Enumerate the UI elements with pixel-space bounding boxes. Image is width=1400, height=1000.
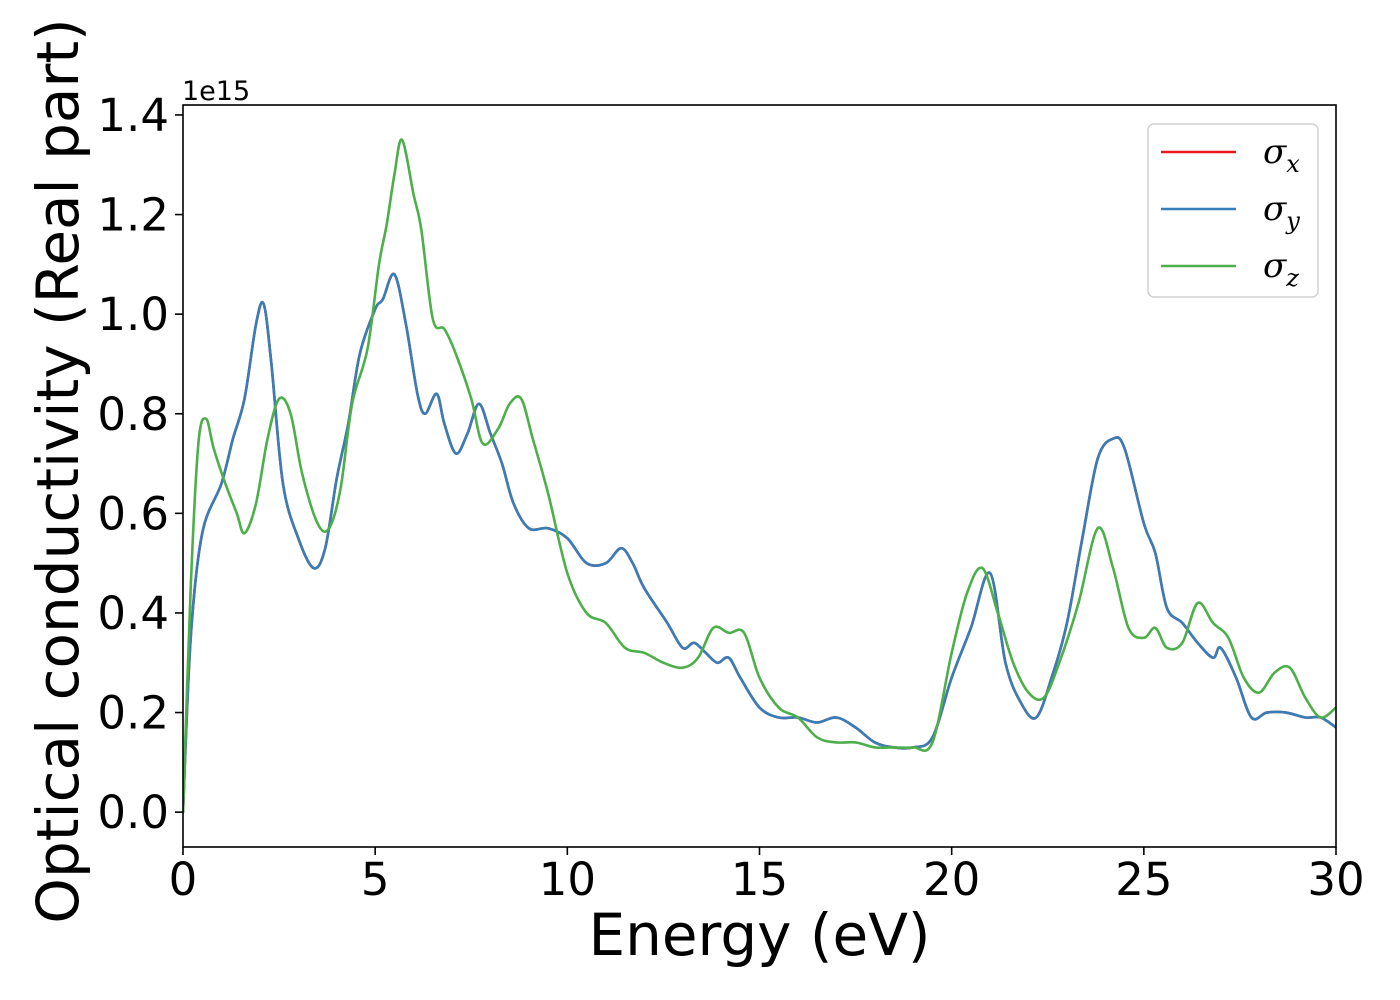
y-axis-label: Optical conductivity (Real part) bbox=[24, 18, 92, 923]
series-line-sigma-z bbox=[183, 138, 1336, 814]
y-tick-label: 1.4 bbox=[97, 89, 169, 142]
x-tick-label: 25 bbox=[1115, 853, 1172, 906]
legend: σx σy σz bbox=[1147, 123, 1319, 298]
legend-label: σx bbox=[1263, 132, 1300, 178]
y-tick-label: 0.0 bbox=[97, 786, 169, 839]
legend-label: σz bbox=[1263, 246, 1299, 292]
y-tick-label: 1.2 bbox=[97, 189, 169, 242]
y-tick-label: 0.8 bbox=[97, 388, 169, 441]
series-layer bbox=[183, 138, 1336, 814]
x-tick-label: 30 bbox=[1307, 853, 1364, 906]
legend-label: σy bbox=[1263, 189, 1300, 235]
x-tick-label: 10 bbox=[539, 853, 596, 906]
y-tick-label: 0.4 bbox=[97, 587, 169, 640]
y-axis-offset-label: 1e15 bbox=[182, 76, 250, 107]
legend-box bbox=[1147, 123, 1319, 298]
x-tick-label: 0 bbox=[169, 853, 198, 906]
x-tick-label: 5 bbox=[361, 853, 390, 906]
x-tick-label: 15 bbox=[731, 853, 788, 906]
y-tick-label: 1.0 bbox=[97, 288, 169, 341]
y-axis-ticks: 0.0 0.2 0.4 0.6 0.8 1.0 1.2 1.4 bbox=[97, 89, 183, 839]
x-axis-label: Energy (eV) bbox=[588, 901, 930, 969]
y-tick-label: 0.6 bbox=[97, 487, 169, 540]
x-tick-label: 20 bbox=[923, 853, 980, 906]
x-axis-ticks: 0 5 10 15 20 25 30 bbox=[169, 847, 1365, 906]
y-tick-label: 0.2 bbox=[97, 687, 169, 740]
